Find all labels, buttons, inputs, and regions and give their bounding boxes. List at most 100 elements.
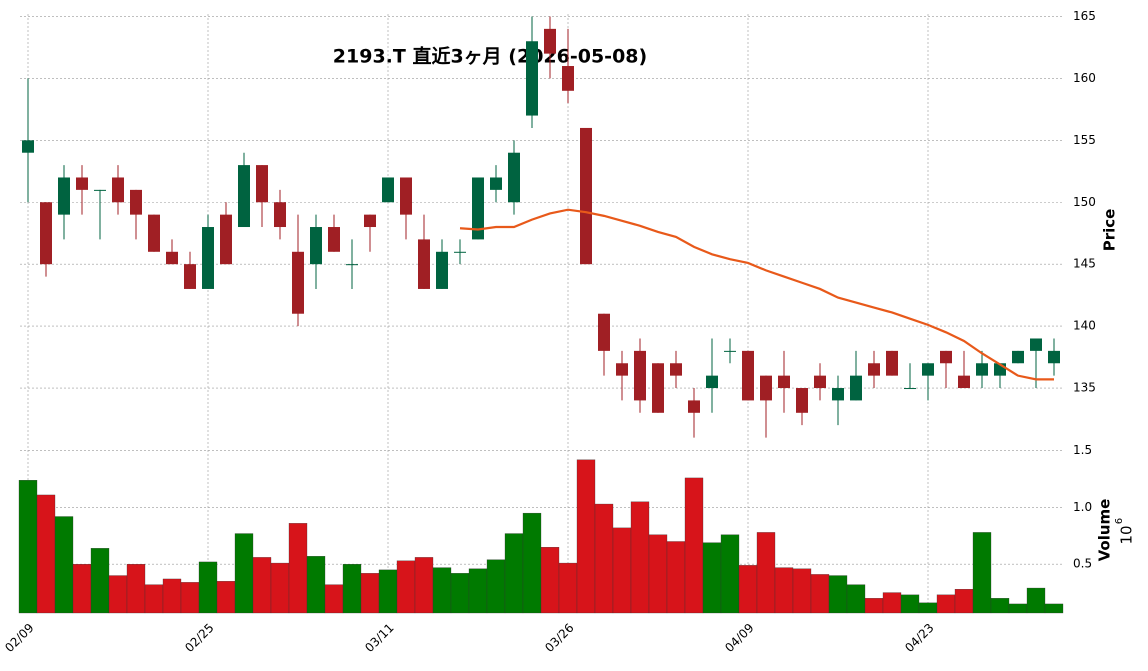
- volume-bar: [54, 516, 74, 614]
- candle-body: [220, 214, 232, 265]
- volume-bar: [414, 557, 434, 614]
- volume-bar: [126, 564, 146, 614]
- volume-bar: [918, 602, 938, 614]
- volume-bar: [90, 548, 110, 614]
- volume-bar: [108, 575, 128, 614]
- volume-bar: [558, 562, 578, 614]
- x-tick-label: 04/09: [722, 621, 756, 655]
- candle-body: [652, 363, 664, 413]
- volume-bar: [504, 533, 524, 614]
- volume-bar: [720, 534, 740, 614]
- volume-bar: [450, 573, 470, 614]
- volume-bar: [288, 523, 308, 614]
- volume-bar: [684, 477, 704, 614]
- candle-body: [436, 251, 448, 289]
- candle-body: [706, 375, 718, 389]
- volume-bar: [198, 561, 218, 614]
- volume-bar: [18, 480, 38, 614]
- candle-body: [382, 177, 394, 203]
- y-tick-label: 145: [1073, 257, 1096, 271]
- volume-bar: [1026, 587, 1046, 614]
- volume-bar: [396, 560, 416, 614]
- volume-bar: [612, 527, 632, 614]
- candle-body: [454, 251, 466, 253]
- candle-body: [472, 177, 484, 240]
- candle-body: [292, 251, 304, 314]
- volume-bar: [306, 556, 326, 614]
- candle-body: [256, 165, 268, 203]
- candle-body: [868, 363, 880, 376]
- candle-body: [850, 375, 862, 401]
- candle-body: [760, 375, 772, 401]
- candle-body: [562, 66, 574, 91]
- candle-body: [22, 140, 34, 153]
- volume-bar: [270, 562, 290, 614]
- volume-bar: [324, 584, 344, 614]
- candle-body: [184, 264, 196, 289]
- volume-scale-exponent: 6: [1114, 518, 1125, 524]
- candle-body: [814, 375, 826, 389]
- x-tick-label: 04/23: [902, 621, 936, 655]
- volume-bar: [522, 512, 542, 614]
- candle-body: [58, 177, 70, 215]
- volume-tick-label: 1.5: [1073, 443, 1092, 457]
- volume-bar: [882, 592, 902, 614]
- y-tick-label: 155: [1073, 133, 1096, 147]
- y-tick-label: 160: [1073, 71, 1096, 85]
- volume-bar: [180, 582, 200, 614]
- volume-bar: [846, 584, 866, 614]
- volume-bar: [576, 459, 596, 614]
- chart-title: 2193.T 直近3ヶ月 (2026-05-08): [333, 45, 647, 68]
- volume-bar: [774, 567, 794, 614]
- candle-body: [796, 388, 808, 413]
- candle-body: [112, 177, 124, 203]
- candle-body: [958, 375, 970, 389]
- candle-body: [688, 400, 700, 413]
- volume-bar: [378, 569, 398, 614]
- volume-bar: [342, 564, 362, 614]
- candle-body: [274, 202, 286, 228]
- volume-bar: [162, 578, 182, 614]
- candle-body: [202, 227, 214, 289]
- volume-bar: [144, 584, 164, 614]
- candle-body: [310, 227, 322, 265]
- candle-body: [346, 264, 358, 266]
- x-tick-label: 03/26: [542, 621, 576, 655]
- candle-body: [976, 363, 988, 376]
- candle-body: [832, 388, 844, 401]
- candle-body: [1048, 350, 1060, 364]
- volume-bar: [486, 559, 506, 614]
- volume-bar: [432, 567, 452, 614]
- candle-body: [76, 177, 88, 190]
- candle-body: [634, 350, 646, 401]
- candle-body: [238, 165, 250, 228]
- candle-body: [94, 189, 106, 191]
- x-tick-label: 02/09: [2, 621, 36, 655]
- candle-body: [670, 363, 682, 376]
- candle-body: [616, 363, 628, 376]
- candle-body: [166, 251, 178, 265]
- volume-bar: [666, 541, 686, 614]
- volume-bar: [648, 534, 668, 614]
- candle-body: [148, 214, 160, 252]
- y-tick-label: 165: [1073, 9, 1096, 23]
- volume-bar: [360, 573, 380, 614]
- volume-bar: [738, 565, 758, 614]
- volume-tick-label: 0.5: [1073, 557, 1092, 571]
- y-axis-label: Price: [1101, 209, 1119, 252]
- x-tick-label: 03/11: [362, 621, 396, 655]
- volume-bar: [972, 532, 992, 614]
- candle-body: [544, 28, 556, 54]
- candle-body: [922, 363, 934, 376]
- volume-bar: [468, 568, 488, 614]
- volume-bar: [864, 598, 884, 614]
- candle-body: [364, 214, 376, 228]
- volume-bar: [792, 568, 812, 614]
- candle-body: [886, 350, 898, 376]
- candle-body: [778, 375, 790, 389]
- candle-body: [1030, 338, 1042, 351]
- volume-bar: [936, 594, 956, 614]
- volume-bar: [1008, 603, 1028, 614]
- y-tick-label: 150: [1073, 195, 1096, 209]
- candle-body: [40, 202, 52, 265]
